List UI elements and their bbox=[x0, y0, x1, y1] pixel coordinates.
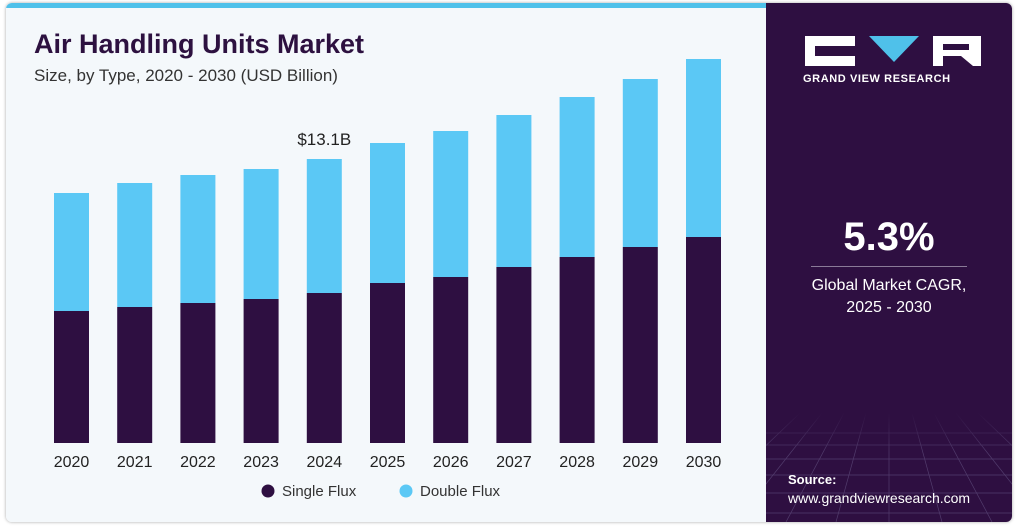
legend-marker-single-flux bbox=[261, 484, 275, 498]
bar-single-flux-2021 bbox=[117, 307, 153, 443]
bar-double-flux-2027 bbox=[496, 115, 532, 267]
brand-name: GRAND VIEW RESEARCH bbox=[803, 73, 951, 85]
bar-single-flux-2023 bbox=[243, 299, 279, 443]
x-tick-label: 2030 bbox=[686, 454, 722, 471]
bar-double-flux-2022 bbox=[180, 175, 216, 303]
x-tick-label: 2024 bbox=[307, 454, 343, 471]
cagr-label: Global Market CAGR, 2025 - 2030 bbox=[766, 275, 1012, 319]
bar-single-flux-2020 bbox=[54, 311, 89, 443]
chart-subtitle: Size, by Type, 2020 - 2030 (USD Billion) bbox=[34, 66, 338, 85]
bar-double-flux-2026 bbox=[433, 131, 469, 277]
bar-double-flux-2021 bbox=[117, 183, 153, 307]
bar-single-flux-2025 bbox=[370, 283, 405, 443]
bar-single-flux-2030 bbox=[686, 237, 721, 443]
sidebar-panel: GRAND VIEW RESEARCH 5.3% Global Market C… bbox=[766, 3, 1012, 522]
cagr-label-line-2: 2025 - 2030 bbox=[846, 299, 932, 316]
chart-title: Air Handling Units Market bbox=[34, 29, 365, 59]
grand-view-research-logo bbox=[805, 36, 981, 66]
cagr-value: 5.3% bbox=[843, 215, 935, 259]
stacked-bar-chart: 2020 2021 2022 2023 2024 $13.1B 2025 2026 2027 20… bbox=[54, 59, 722, 500]
x-tick-label: 2026 bbox=[433, 454, 469, 471]
cagr-label-line-1: Global Market CAGR, bbox=[811, 277, 967, 294]
bar-single-flux-2022 bbox=[180, 303, 216, 443]
bar-single-flux-2029 bbox=[622, 247, 658, 443]
x-tick-label: 2023 bbox=[243, 454, 279, 471]
bar-double-flux-2024 bbox=[306, 159, 342, 293]
bar-single-flux-2027 bbox=[496, 267, 532, 443]
data-label-annotation: $13.1B bbox=[297, 130, 351, 149]
bar-single-flux-2024 bbox=[306, 293, 342, 443]
x-tick-label: 2025 bbox=[370, 454, 406, 471]
legend-label-double-flux: Double Flux bbox=[420, 483, 501, 500]
x-tick-label: 2029 bbox=[623, 454, 659, 471]
bar-single-flux-2028 bbox=[559, 257, 595, 443]
bar-double-flux-2023 bbox=[243, 169, 279, 299]
bar-double-flux-2028 bbox=[559, 97, 595, 257]
source-link[interactable]: www.grandviewresearch.com bbox=[788, 490, 971, 506]
bar-double-flux-2030 bbox=[686, 59, 721, 237]
x-tick-label: 2027 bbox=[496, 454, 532, 471]
accent-bar bbox=[6, 3, 766, 8]
bar-double-flux-2020 bbox=[54, 193, 89, 311]
x-tick-label: 2021 bbox=[117, 454, 153, 471]
x-tick-label: 2028 bbox=[559, 454, 595, 471]
bar-double-flux-2025 bbox=[370, 143, 405, 283]
legend-label-single-flux: Single Flux bbox=[282, 483, 357, 500]
x-tick-label: 2022 bbox=[180, 454, 216, 471]
source-label: Source: bbox=[788, 472, 837, 487]
infographic-card: Air Handling Units Market Size, by Type,… bbox=[6, 3, 1012, 522]
x-tick-label: 2020 bbox=[54, 454, 90, 471]
legend-marker-double-flux bbox=[399, 484, 413, 498]
bar-double-flux-2029 bbox=[622, 79, 658, 247]
bar-single-flux-2026 bbox=[433, 277, 469, 443]
decorative-grid-pattern bbox=[766, 413, 1012, 522]
cagr-divider bbox=[811, 266, 967, 267]
chart-panel: Air Handling Units Market Size, by Type,… bbox=[6, 3, 766, 522]
